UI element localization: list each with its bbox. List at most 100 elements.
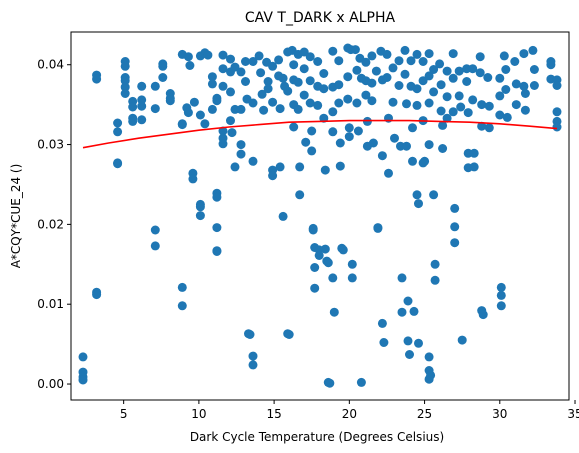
data-point <box>454 91 464 101</box>
data-point <box>424 140 434 150</box>
data-point <box>245 330 255 339</box>
data-point <box>120 61 130 71</box>
data-point <box>426 370 436 380</box>
data-point <box>429 87 439 97</box>
data-point <box>520 105 530 115</box>
data-point <box>275 162 285 172</box>
data-point <box>183 52 193 62</box>
data-point <box>429 190 439 200</box>
data-point <box>226 54 235 64</box>
data-point <box>248 156 258 166</box>
data-point <box>218 64 228 74</box>
data-point <box>299 64 309 74</box>
data-point <box>203 50 213 60</box>
data-point <box>468 64 478 74</box>
data-point <box>511 100 521 110</box>
data-point <box>456 102 466 112</box>
data-point <box>390 133 399 143</box>
data-point <box>284 330 294 339</box>
data-point <box>394 81 404 90</box>
data-point <box>448 73 458 83</box>
data-point <box>310 283 320 293</box>
data-point <box>120 76 130 86</box>
data-point <box>188 174 198 184</box>
data-point <box>254 51 264 61</box>
data-point <box>478 310 488 320</box>
data-point <box>283 86 293 96</box>
data-point <box>313 100 323 110</box>
data-point <box>334 80 344 90</box>
data-point <box>424 352 434 362</box>
data-point <box>382 49 392 59</box>
data-point <box>408 156 417 166</box>
data-point <box>320 244 330 254</box>
data-point <box>150 104 160 114</box>
data-point <box>510 57 520 66</box>
data-point <box>158 73 168 82</box>
data-point <box>388 97 398 107</box>
y-tick-label: 0.02 <box>37 217 64 231</box>
data-point <box>435 59 445 69</box>
data-point <box>429 65 439 74</box>
data-point <box>367 78 377 88</box>
x-axis: 5 10 15 20 25 30 35 <box>120 400 579 421</box>
data-point <box>448 107 458 117</box>
data-point <box>438 120 448 130</box>
data-point <box>412 100 422 110</box>
data-point <box>177 282 187 292</box>
data-point <box>529 81 539 90</box>
data-point <box>334 98 344 108</box>
fit-line <box>82 119 558 149</box>
data-point <box>353 126 363 136</box>
data-point <box>436 80 446 90</box>
data-point <box>236 67 246 77</box>
data-point <box>496 290 506 300</box>
data-point <box>394 56 404 66</box>
data-point <box>442 66 452 76</box>
data-point <box>347 259 357 269</box>
data-point <box>328 273 338 283</box>
x-tick-label: 10 <box>191 407 206 421</box>
data-point <box>200 119 210 129</box>
data-point <box>501 65 511 74</box>
data-point <box>430 259 440 269</box>
data-point <box>293 77 303 87</box>
data-point <box>412 190 422 200</box>
data-point <box>307 146 317 156</box>
data-point <box>448 49 458 59</box>
data-point <box>414 199 423 209</box>
data-point <box>137 81 147 91</box>
data-point <box>275 104 285 114</box>
data-point <box>495 110 505 120</box>
data-point <box>450 222 460 232</box>
data-point <box>484 101 494 111</box>
data-point <box>520 89 530 98</box>
data-point <box>305 76 315 86</box>
data-point <box>335 138 345 148</box>
data-point <box>236 149 246 159</box>
data-point <box>195 202 205 212</box>
data-point <box>502 112 512 122</box>
data-point <box>430 275 440 285</box>
data-point <box>495 73 505 83</box>
x-tick-label: 15 <box>266 407 281 421</box>
data-point <box>343 94 353 104</box>
x-tick-label: 20 <box>342 407 357 421</box>
data-point <box>150 81 160 91</box>
data-point <box>343 72 353 82</box>
data-point <box>150 241 160 251</box>
data-point <box>552 107 562 117</box>
data-point <box>226 87 235 97</box>
data-point <box>113 118 123 128</box>
data-point <box>412 49 422 59</box>
data-point <box>436 106 446 116</box>
data-point <box>546 60 556 70</box>
data-point <box>475 52 485 62</box>
data-point <box>183 108 193 118</box>
data-point <box>314 251 324 260</box>
data-point <box>248 57 258 66</box>
data-point <box>278 73 288 83</box>
data-point <box>128 116 138 126</box>
data-point <box>469 162 479 172</box>
